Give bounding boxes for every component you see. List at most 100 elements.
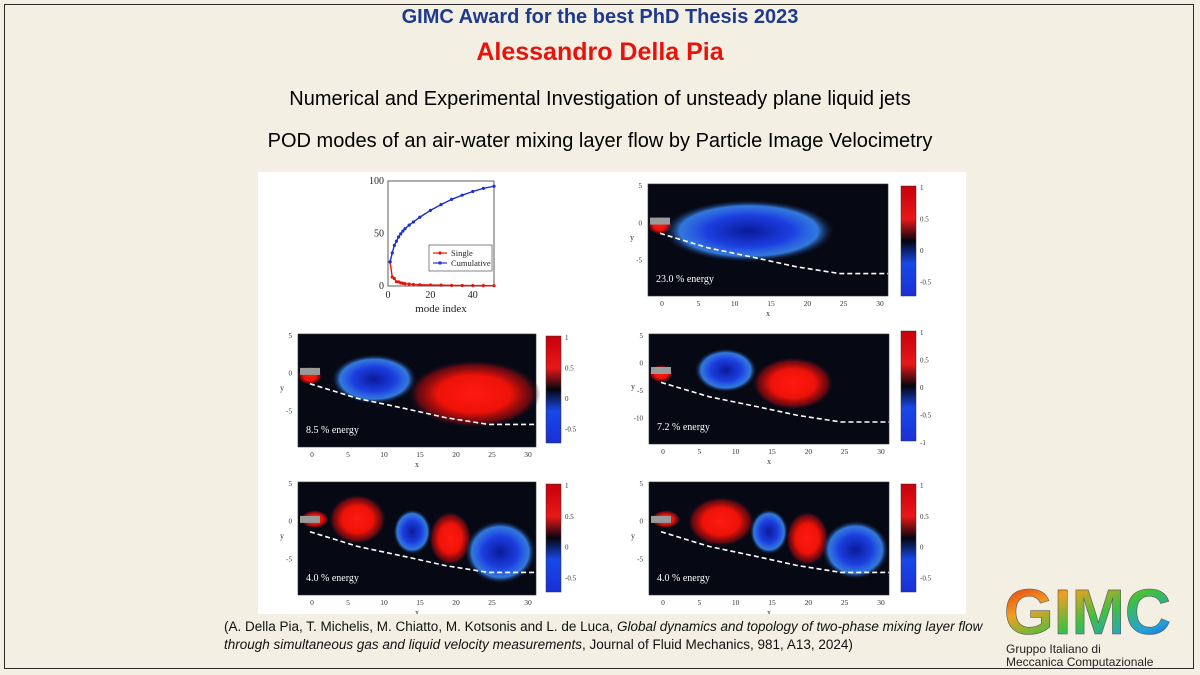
mode-2-xtick: 0 bbox=[310, 450, 314, 459]
mode-4-colorbar-label: 0 bbox=[565, 544, 569, 552]
mode-3-xtick: 10 bbox=[732, 447, 740, 456]
data-point-single bbox=[471, 283, 475, 288]
data-point-cumulative bbox=[481, 186, 485, 190]
mode-3-colorbar-label: -0.5 bbox=[920, 412, 932, 420]
mode-1-xtick: 0 bbox=[660, 299, 664, 308]
mode-5-xtick: 10 bbox=[732, 598, 740, 607]
mode-3-colorbar-label: 1 bbox=[920, 329, 924, 337]
legend-box bbox=[428, 244, 493, 272]
line-chart-ytick: 100 bbox=[369, 176, 384, 187]
mode-3-ytick: -10 bbox=[634, 415, 644, 423]
mode-2-negative-lobe bbox=[331, 354, 417, 405]
mode-3-colorbar-label: 0.5 bbox=[920, 357, 929, 365]
mode-3-xlabel: x bbox=[767, 457, 771, 466]
mode-2-xlabel: x bbox=[415, 460, 419, 469]
mode-3-colorbar-label: 0 bbox=[920, 384, 924, 392]
mode-2-xtick: 5 bbox=[346, 450, 350, 459]
citation: (A. Della Pia, T. Michelis, M. Chiatto, … bbox=[224, 618, 984, 654]
data-point-single bbox=[439, 283, 443, 287]
mode-3-interface-line bbox=[660, 381, 889, 423]
mode-1-ytick: 0 bbox=[639, 219, 643, 227]
citation-authors: (A. Della Pia, T. Michelis, M. Chiatto, … bbox=[224, 619, 617, 634]
mode-4-xtick: 10 bbox=[380, 598, 388, 607]
mode-2-colorbar bbox=[545, 335, 562, 444]
mode-5-colorbar-label: 0 bbox=[920, 544, 924, 552]
mode-1-xtick: 30 bbox=[876, 299, 884, 308]
mode-2-colorbar-label: 0.5 bbox=[565, 365, 574, 373]
mode-1-ytick: -5 bbox=[636, 257, 642, 265]
logo-line-2: Meccanica Computazionale bbox=[1006, 655, 1154, 669]
line-chart-xtick: 20 bbox=[425, 290, 435, 301]
legend-marker bbox=[438, 251, 442, 255]
mode-5-colorbar-label: 0.5 bbox=[920, 513, 929, 521]
line-chart-xlabel: mode index bbox=[415, 303, 467, 315]
citation-journal: , Journal of Fluid Mechanics, 981, A13, … bbox=[581, 637, 853, 652]
legend-label: Cumulative bbox=[451, 258, 491, 268]
mode-2-ytick: -5 bbox=[286, 407, 292, 415]
mode-5-ytick: -5 bbox=[637, 555, 643, 563]
data-point-cumulative bbox=[401, 229, 405, 233]
mode-4-positive-lobe bbox=[428, 511, 472, 566]
mode-1-xtick: 10 bbox=[731, 299, 739, 308]
data-point-single bbox=[411, 282, 416, 287]
mode-4-xlabel: x bbox=[415, 608, 419, 614]
mode-3-nozzle bbox=[651, 367, 671, 374]
mode-4-colorbar bbox=[545, 483, 562, 593]
legend-label: Single bbox=[451, 248, 473, 258]
data-point-cumulative bbox=[403, 227, 407, 231]
mode-3-ytick: 5 bbox=[640, 332, 644, 340]
data-point-single bbox=[450, 283, 454, 287]
mode-3-xtick: 5 bbox=[697, 447, 701, 456]
mode-1-energy-label: 23.0 % energy bbox=[656, 274, 714, 285]
mode-2-interface-line bbox=[309, 382, 536, 426]
mode-1-xtick: 25 bbox=[840, 299, 848, 308]
mode-5-energy-label: 4.0 % energy bbox=[657, 573, 710, 584]
mode-2-ytick: 5 bbox=[289, 332, 293, 340]
mode-4-ytick: 5 bbox=[289, 480, 293, 488]
mode-5-xlabel: x bbox=[767, 608, 771, 614]
mode-3-xtick: 20 bbox=[805, 447, 813, 456]
data-point-single bbox=[407, 282, 411, 286]
mode-1-negative-lobe bbox=[662, 199, 836, 263]
data-point-cumulative bbox=[411, 220, 416, 224]
data-point-cumulative bbox=[392, 243, 396, 247]
mode-4-xtick: 25 bbox=[488, 598, 496, 607]
mode-5-ylabel: y bbox=[631, 532, 635, 541]
mode-1-xtick: 20 bbox=[804, 299, 812, 308]
data-point-cumulative bbox=[407, 223, 411, 227]
mode-3-xtick: 0 bbox=[661, 447, 665, 456]
mode-4-ytick: -5 bbox=[286, 555, 292, 563]
mode-5-xtick: 15 bbox=[768, 598, 776, 607]
thesis-title: Numerical and Experimental Investigation… bbox=[289, 88, 911, 110]
mode-2-positive-lobe bbox=[407, 359, 541, 428]
mode-4-xtick: 0 bbox=[310, 598, 314, 607]
mode-2-ytick: 0 bbox=[289, 370, 293, 378]
mode-2-xtick: 20 bbox=[452, 450, 460, 459]
data-point-cumulative bbox=[471, 189, 475, 194]
data-point-cumulative bbox=[388, 260, 392, 264]
mode-4-negative-lobe bbox=[464, 520, 536, 584]
data-point-single bbox=[492, 284, 496, 288]
data-point-cumulative bbox=[399, 232, 403, 236]
mode-2-ylabel: y bbox=[280, 384, 284, 393]
data-point-cumulative bbox=[418, 215, 422, 219]
mode-1-ylabel: y bbox=[630, 233, 634, 242]
mode-5-colorbar bbox=[900, 483, 917, 593]
mode-1-colorbar-label: 0 bbox=[920, 247, 924, 255]
mode-3-negative-lobe bbox=[694, 348, 757, 393]
mode-1-colorbar-label: 1 bbox=[920, 184, 924, 192]
data-point-cumulative bbox=[397, 235, 401, 239]
slide-frame bbox=[4, 4, 1194, 669]
data-point-cumulative bbox=[460, 193, 464, 197]
logo-text: GIMC bbox=[1004, 578, 1171, 648]
line-chart-ytick: 50 bbox=[374, 229, 384, 240]
mode-4-negative-lobe bbox=[393, 509, 432, 555]
mode-3-xtick: 15 bbox=[768, 447, 776, 456]
mode-4-xtick: 20 bbox=[452, 598, 460, 607]
data-point-single bbox=[481, 284, 485, 288]
mode-2-xtick: 30 bbox=[524, 450, 532, 459]
mode-3-ylabel: y bbox=[631, 382, 635, 391]
mode-1-xlabel: x bbox=[766, 309, 770, 318]
mode-4-colorbar-label: 1 bbox=[565, 482, 569, 490]
